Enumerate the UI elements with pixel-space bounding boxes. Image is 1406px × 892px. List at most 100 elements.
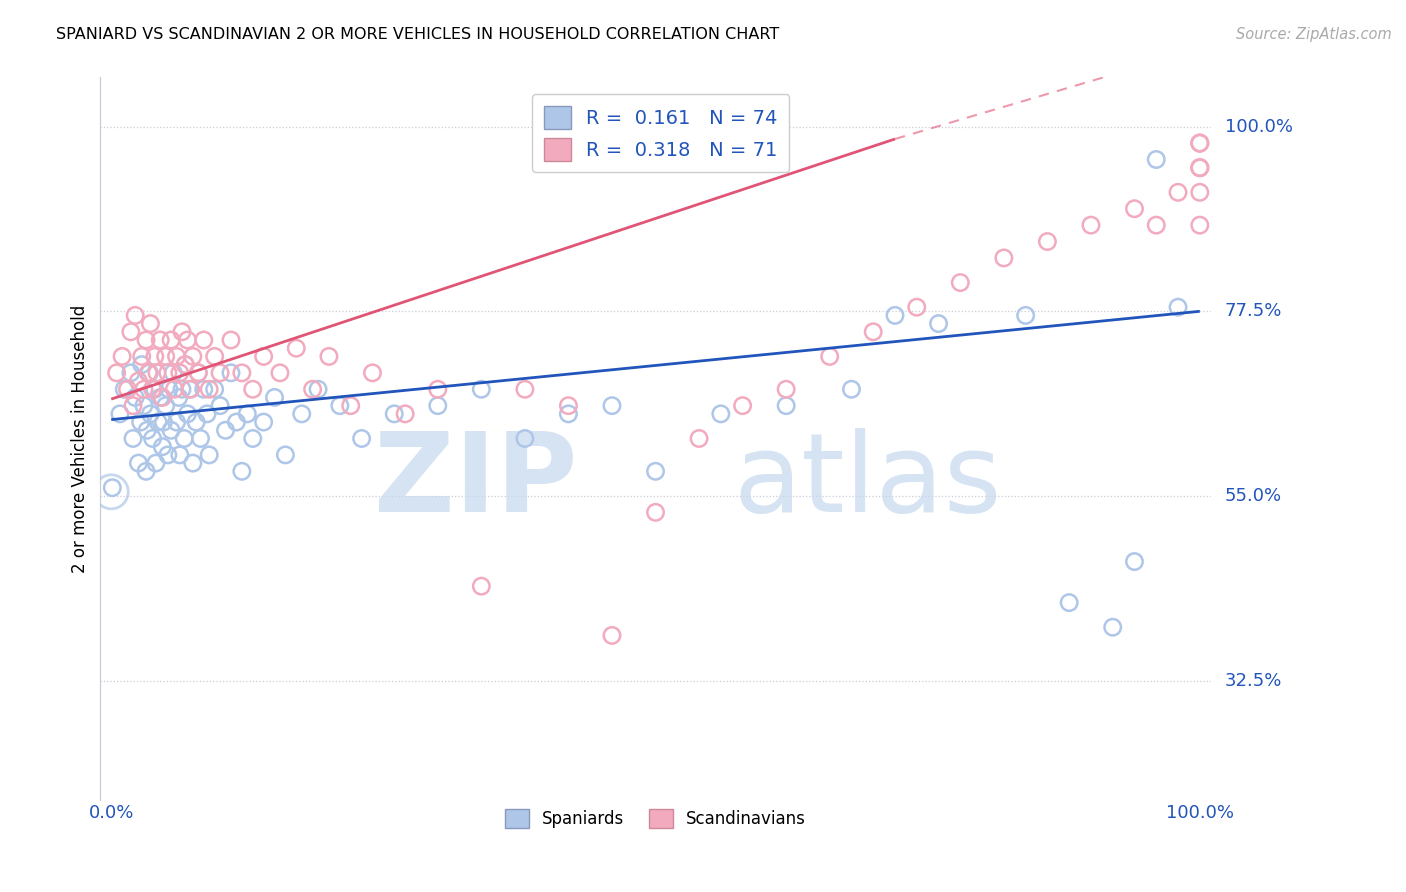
Point bbox=[108, 407, 131, 421]
Point bbox=[470, 579, 492, 593]
Point bbox=[136, 423, 159, 437]
Point bbox=[1036, 235, 1059, 249]
Point bbox=[187, 366, 209, 380]
Point bbox=[382, 407, 405, 421]
Point bbox=[138, 366, 160, 380]
Point bbox=[176, 407, 198, 421]
Point bbox=[993, 251, 1015, 265]
Point bbox=[231, 464, 253, 478]
Point bbox=[204, 382, 226, 396]
Point bbox=[180, 382, 202, 396]
Point bbox=[394, 407, 416, 421]
Point bbox=[167, 391, 190, 405]
Point bbox=[127, 456, 149, 470]
Point bbox=[775, 399, 797, 413]
Point bbox=[179, 382, 201, 396]
Point bbox=[329, 399, 352, 413]
Point bbox=[129, 415, 152, 429]
Point bbox=[557, 399, 579, 413]
Point bbox=[131, 350, 153, 364]
Point bbox=[231, 366, 253, 380]
Point bbox=[307, 382, 329, 396]
Point bbox=[143, 350, 166, 364]
Point bbox=[170, 382, 193, 396]
Point bbox=[124, 309, 146, 323]
Point bbox=[1144, 218, 1167, 232]
Point bbox=[1188, 161, 1211, 175]
Point bbox=[1188, 136, 1211, 150]
Point bbox=[1123, 555, 1146, 569]
Point bbox=[884, 309, 907, 323]
Legend: Spaniards, Scandinavians: Spaniards, Scandinavians bbox=[499, 802, 813, 835]
Point bbox=[600, 628, 623, 642]
Point bbox=[152, 391, 174, 405]
Point bbox=[142, 382, 165, 396]
Point bbox=[142, 432, 165, 446]
Point bbox=[120, 366, 142, 380]
Text: 100.0%: 100.0% bbox=[1225, 118, 1292, 136]
Point bbox=[176, 333, 198, 347]
Point bbox=[111, 350, 134, 364]
Point bbox=[122, 399, 145, 413]
Point bbox=[132, 399, 155, 413]
Point bbox=[160, 333, 183, 347]
Point bbox=[253, 415, 276, 429]
Point bbox=[318, 350, 340, 364]
Point bbox=[269, 366, 291, 380]
Point bbox=[100, 484, 122, 499]
Point bbox=[731, 399, 754, 413]
Point bbox=[163, 382, 186, 396]
Point bbox=[219, 333, 242, 347]
Point bbox=[152, 440, 174, 454]
Point bbox=[242, 432, 264, 446]
Point bbox=[136, 366, 159, 380]
Point bbox=[139, 407, 162, 421]
Text: atlas: atlas bbox=[734, 428, 1001, 535]
Y-axis label: 2 or more Vehicles in Household: 2 or more Vehicles in Household bbox=[72, 304, 89, 573]
Point bbox=[1188, 136, 1211, 150]
Point bbox=[1167, 300, 1189, 314]
Point bbox=[131, 358, 153, 372]
Point bbox=[187, 366, 209, 380]
Text: 77.5%: 77.5% bbox=[1225, 302, 1282, 320]
Point bbox=[339, 399, 361, 413]
Text: 55.0%: 55.0% bbox=[1225, 487, 1282, 505]
Point bbox=[155, 350, 177, 364]
Point bbox=[169, 448, 191, 462]
Point bbox=[644, 464, 666, 478]
Point bbox=[101, 481, 124, 495]
Point bbox=[928, 317, 950, 331]
Point bbox=[644, 505, 666, 519]
Point bbox=[105, 366, 128, 380]
Point bbox=[157, 382, 180, 396]
Point bbox=[862, 325, 884, 339]
Point bbox=[949, 276, 972, 290]
Point bbox=[710, 407, 733, 421]
Point bbox=[214, 423, 236, 437]
Point bbox=[1144, 153, 1167, 167]
Point bbox=[152, 415, 174, 429]
Point bbox=[1188, 161, 1211, 175]
Point bbox=[173, 432, 195, 446]
Point bbox=[193, 382, 215, 396]
Text: Source: ZipAtlas.com: Source: ZipAtlas.com bbox=[1236, 27, 1392, 42]
Point bbox=[209, 399, 232, 413]
Point bbox=[242, 382, 264, 396]
Point bbox=[145, 456, 167, 470]
Point bbox=[135, 464, 157, 478]
Text: SPANIARD VS SCANDINAVIAN 2 OR MORE VEHICLES IN HOUSEHOLD CORRELATION CHART: SPANIARD VS SCANDINAVIAN 2 OR MORE VEHIC… bbox=[56, 27, 779, 42]
Point bbox=[132, 382, 155, 396]
Point bbox=[155, 399, 177, 413]
Point bbox=[841, 382, 863, 396]
Text: ZIP: ZIP bbox=[374, 428, 578, 535]
Text: 32.5%: 32.5% bbox=[1225, 672, 1282, 690]
Point bbox=[204, 350, 226, 364]
Point bbox=[198, 448, 221, 462]
Point bbox=[198, 382, 221, 396]
Point bbox=[149, 391, 172, 405]
Point bbox=[513, 432, 536, 446]
Point bbox=[156, 448, 179, 462]
Point bbox=[166, 415, 188, 429]
Point bbox=[120, 325, 142, 339]
Point bbox=[1101, 620, 1123, 634]
